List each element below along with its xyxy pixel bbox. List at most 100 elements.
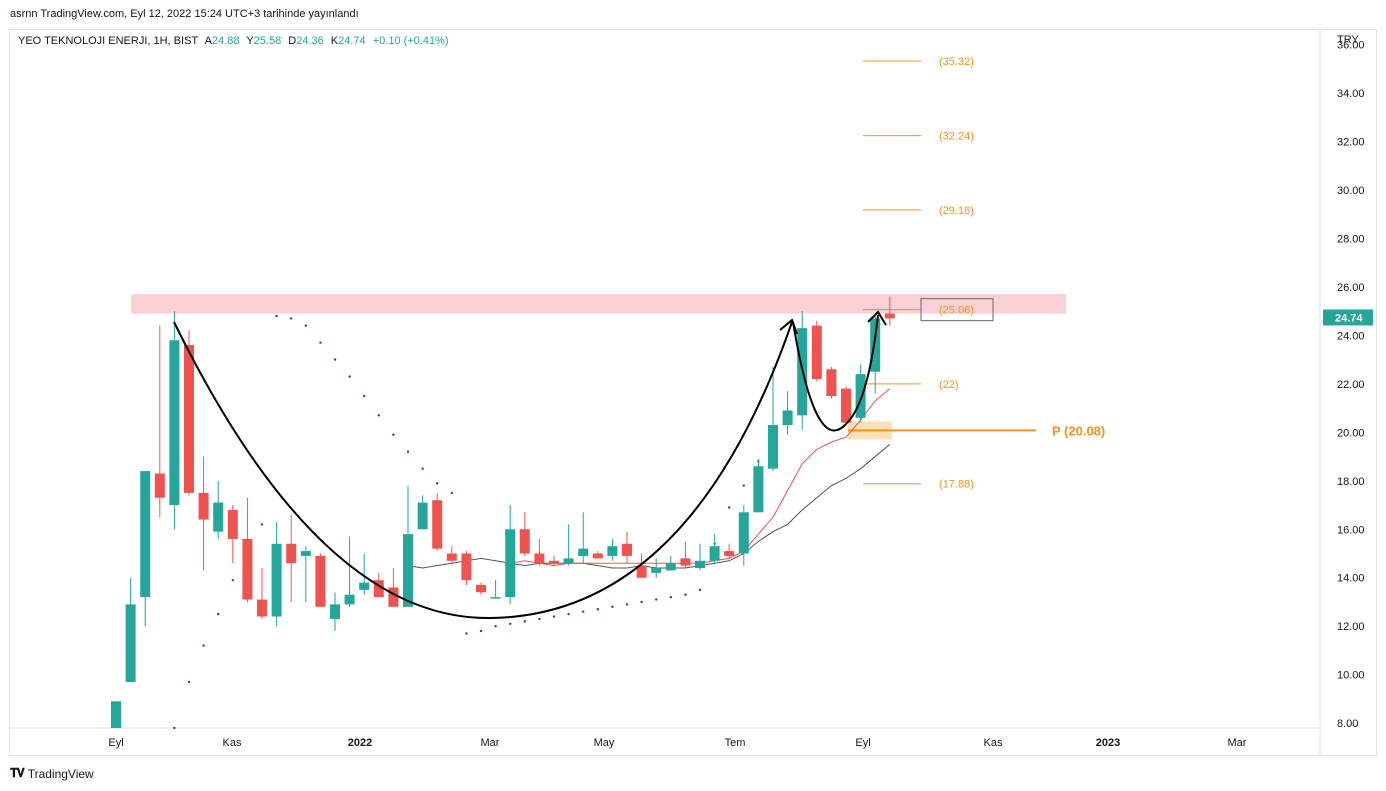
- sar-dot: [231, 578, 234, 582]
- low-value: D24.36: [288, 35, 324, 47]
- y-tick-label: 18.00: [1337, 476, 1365, 488]
- candle: [709, 534, 720, 564]
- change-value: +0.10 (+0.41%): [372, 35, 449, 47]
- sar-dot: [728, 506, 731, 509]
- sar-dot: [304, 324, 307, 327]
- candle: [140, 471, 151, 627]
- candle-body: [359, 582, 370, 590]
- sar-dot: [582, 610, 585, 613]
- y-tick-label: 14.00: [1337, 573, 1365, 585]
- candle-body: [636, 565, 647, 578]
- candle-body: [140, 471, 151, 598]
- candle-body: [768, 425, 778, 469]
- candle-body: [446, 553, 457, 561]
- candle: [680, 541, 691, 569]
- candle-body: [198, 492, 209, 520]
- candle-body: [227, 509, 238, 539]
- candle-body: [169, 340, 180, 506]
- x-tick-label: Tem: [725, 737, 746, 749]
- candle-body: [490, 597, 501, 599]
- candle-body: [680, 558, 691, 566]
- candle: [330, 592, 340, 632]
- sar-dot: [567, 612, 570, 616]
- candle: [826, 366, 837, 399]
- candle-body: [884, 313, 895, 319]
- candle-body: [578, 548, 589, 556]
- footer-brand: TradingView: [27, 766, 94, 781]
- candle: [768, 366, 778, 472]
- x-tick-label: Mar: [1228, 737, 1247, 749]
- candle-body: [665, 563, 676, 571]
- sar-dot: [377, 414, 380, 417]
- handle-arrow-head: [867, 310, 887, 326]
- sar-dot: [187, 680, 191, 684]
- sar-dot: [538, 617, 541, 621]
- candle: [213, 480, 224, 539]
- candle: [607, 538, 618, 561]
- candle-body: [403, 534, 413, 607]
- candle: [125, 577, 136, 682]
- candle-body: [563, 558, 574, 564]
- y-tick-label: 36.00: [1337, 40, 1365, 52]
- level-label: (22): [939, 379, 959, 391]
- x-axis: Eyl Kas 2022 Mar May Tem Eyl Kas 2023 Mar: [108, 737, 1246, 749]
- candle-body: [738, 512, 749, 554]
- candle-body: [782, 410, 793, 426]
- candle-body: [855, 374, 866, 418]
- sar-dot: [406, 450, 410, 453]
- candle: [154, 325, 165, 518]
- sar-dot: [217, 612, 220, 616]
- y-tick-label: 10.00: [1337, 670, 1365, 682]
- slow-ma-line: [407, 444, 891, 569]
- tradingview-logo-icon: 𝐓𝐕: [10, 766, 25, 780]
- sar-dot: [348, 375, 351, 378]
- resistance-zone: [131, 294, 1066, 314]
- sar-dot: [465, 632, 468, 635]
- cup-and-handle-drawing: [173, 310, 887, 620]
- candle-body: [870, 318, 881, 372]
- candle: [753, 458, 764, 513]
- candle-body: [695, 560, 705, 569]
- sar-dot: [275, 314, 278, 318]
- candle-body: [811, 325, 822, 379]
- candle-body: [300, 551, 311, 556]
- candle: [198, 456, 209, 571]
- candle: [359, 553, 370, 595]
- resistance-zone-rect: [131, 294, 1066, 314]
- sar-dot: [625, 603, 629, 606]
- sar-dot: [655, 598, 658, 601]
- candle: [651, 558, 662, 578]
- candle-body: [242, 538, 253, 600]
- sar-dot: [333, 358, 337, 361]
- candle: [490, 580, 501, 599]
- y-tick-label: 28.00: [1337, 233, 1365, 245]
- y-tick-label: 20.00: [1337, 427, 1365, 439]
- footer: 𝐓𝐕 TradingView: [10, 766, 94, 781]
- level-label: (25.06): [939, 305, 974, 317]
- y-tick-label: 16.00: [1337, 524, 1365, 536]
- candle: [549, 555, 559, 566]
- candle: [738, 505, 749, 566]
- candle-body: [184, 345, 194, 493]
- candle-body: [125, 604, 136, 682]
- candle-body: [417, 502, 428, 530]
- candle: [184, 330, 194, 496]
- candle-body: [753, 466, 764, 513]
- candle-body: [344, 594, 355, 605]
- candle: [870, 315, 881, 394]
- level-label: (32.24): [939, 131, 974, 143]
- candle-body: [373, 580, 384, 598]
- sar-dot: [640, 600, 643, 604]
- candle: [636, 553, 647, 578]
- sar-dot: [684, 593, 687, 596]
- candle: [695, 543, 705, 571]
- cup-curve: [173, 321, 793, 620]
- candle: [563, 524, 574, 566]
- candle-body: [257, 599, 267, 617]
- candle: [446, 546, 457, 564]
- sar-dot: [523, 620, 526, 623]
- candle: [884, 296, 895, 326]
- x-tick-label: Kas: [223, 737, 242, 749]
- candle: [622, 531, 632, 564]
